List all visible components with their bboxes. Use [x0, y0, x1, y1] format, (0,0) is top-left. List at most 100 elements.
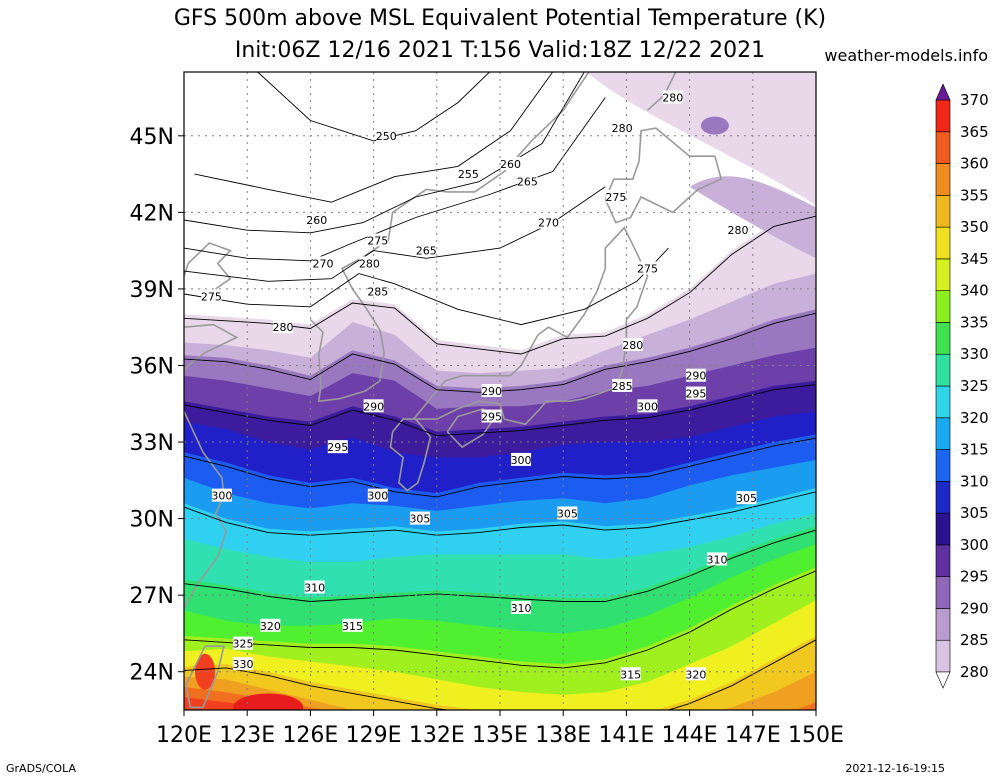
colorbar-label: 330 — [960, 345, 989, 363]
contour-label: 280 — [273, 321, 294, 334]
footer-credit: GrADS/COLA — [6, 762, 76, 775]
contour-label: 275 — [605, 191, 626, 204]
colorbar-segment — [935, 385, 951, 419]
contour-label-bg — [342, 618, 363, 632]
contour-label: 310 — [511, 602, 532, 615]
contour-label-bg — [662, 90, 683, 104]
contour-label-bg — [538, 215, 559, 229]
lon-tick-label: 129E — [346, 723, 402, 748]
contour-line — [184, 72, 585, 234]
contour-label-bg — [481, 409, 502, 423]
lat-tick-label: 45N — [130, 125, 174, 150]
contour-label: 295 — [685, 388, 706, 401]
contour-label: 305 — [736, 492, 757, 505]
contour-label: 300 — [511, 454, 532, 467]
contour-label-bg — [637, 261, 658, 275]
contour-label: 280 — [662, 92, 683, 105]
colorbar-segment — [935, 226, 951, 260]
contour-label-bg — [685, 368, 706, 382]
contour-line — [184, 247, 669, 326]
contour-line — [184, 570, 816, 669]
contour-label-bg — [409, 511, 430, 525]
lat-tick-label: 36N — [130, 354, 174, 379]
colorbar-label: 315 — [960, 441, 989, 459]
colorbar-segment — [935, 322, 951, 355]
contour-label: 315 — [620, 668, 641, 681]
lon-tick-label: 138E — [535, 723, 591, 748]
lat-tick-label: 42N — [130, 201, 174, 226]
coastline — [406, 72, 590, 203]
coastline — [185, 645, 226, 709]
lon-tick-label: 147E — [725, 723, 781, 748]
contour-label-bg — [685, 386, 706, 400]
lon-tick-label: 123E — [219, 723, 275, 748]
colorbar-label: 320 — [960, 409, 989, 427]
colorbar-segment — [935, 99, 951, 133]
coastline — [184, 242, 232, 290]
contour-label-bg — [363, 399, 384, 413]
colorbar-segment — [935, 353, 951, 387]
contour-label: 260 — [306, 214, 327, 227]
colorbar-min-arrow — [935, 671, 951, 689]
colorbar-segment — [935, 131, 951, 164]
contour-label-bg — [367, 488, 388, 502]
colorbar-label: 300 — [960, 536, 989, 554]
contour-label-bg — [458, 167, 479, 181]
coastline — [604, 127, 723, 224]
contour-label: 295 — [327, 441, 348, 454]
colorbar-label: 365 — [960, 123, 989, 141]
map-plot-area: 250 255 260 260 265 265 270 270 275 275 275 275 280 2… — [184, 72, 816, 710]
contour-label-bg — [612, 378, 633, 392]
temperature-bands — [184, 72, 816, 710]
contour-label-bg — [211, 488, 232, 502]
contour-label: 320 — [685, 668, 706, 681]
contour-label: 275 — [201, 291, 222, 304]
contour-line — [184, 97, 606, 262]
contour-label: 260 — [500, 158, 521, 171]
contour-label: 275 — [637, 263, 658, 276]
contour-label-bg — [685, 667, 706, 681]
contour-label-bg — [304, 580, 325, 594]
colorbar-label: 350 — [960, 218, 989, 236]
colorbar-label: 335 — [960, 313, 989, 331]
colorbar-segment — [935, 639, 951, 673]
contour-label: 300 — [211, 490, 232, 503]
coastline — [309, 201, 408, 403]
colorbar-label: 360 — [960, 155, 989, 173]
contour-label-bg — [622, 338, 643, 352]
contour-label-bg — [511, 600, 532, 614]
contour-label: 265 — [416, 245, 437, 258]
contour-line — [194, 72, 554, 203]
lat-tick-label: 33N — [130, 431, 174, 456]
colorbar-label: 340 — [960, 282, 989, 300]
contour-label-bg — [367, 233, 388, 247]
temperature-band — [184, 600, 816, 710]
lat-tick-label: 30N — [130, 508, 174, 533]
contour-label: 320 — [260, 620, 281, 633]
contour-label-bg — [327, 440, 348, 454]
colorbar-label: 325 — [960, 377, 989, 395]
colorbar-segment — [935, 290, 951, 323]
contour-label: 310 — [304, 582, 325, 595]
contour-line — [184, 491, 816, 536]
contour-label: 315 — [342, 620, 363, 633]
contour-label-bg — [232, 636, 253, 650]
colorbar-segment — [935, 258, 951, 291]
grid-lines — [184, 72, 816, 710]
contour-label: 280 — [359, 257, 380, 270]
colorbar-segment — [935, 481, 951, 514]
contour-label: 280 — [612, 122, 633, 135]
contour-label: 300 — [637, 400, 658, 413]
contour-label: 270 — [313, 257, 334, 270]
contour-line — [184, 437, 816, 498]
lon-tick-label: 150E — [788, 723, 844, 748]
contour-label-bg — [728, 223, 749, 237]
contour-label: 255 — [458, 168, 479, 181]
contour-label: 290 — [685, 370, 706, 383]
contour-label-bg — [201, 289, 222, 303]
colorbar-segment — [935, 608, 951, 641]
contour-line — [184, 639, 816, 710]
map-title: GFS 500m above MSL Equivalent Potential … — [173, 6, 827, 31]
contour-label-bg — [557, 506, 578, 520]
lon-tick-label: 144E — [662, 723, 718, 748]
